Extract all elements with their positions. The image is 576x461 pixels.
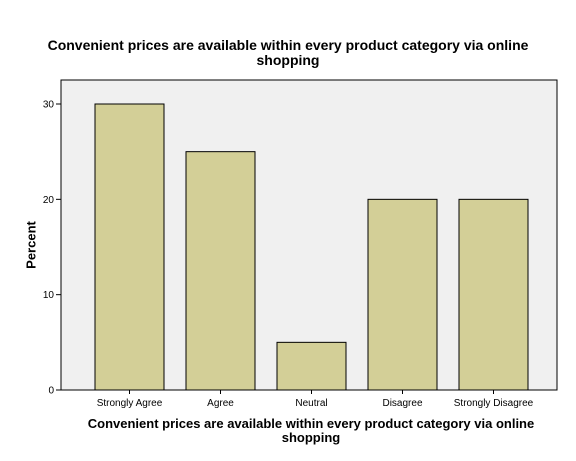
y-tick-label: 0: [48, 386, 54, 397]
bar: [367, 198, 438, 391]
chart-title-line-2: shopping: [256, 52, 320, 68]
x-tick-label: Disagree: [382, 398, 422, 409]
bar: [94, 103, 165, 391]
x-tick-label: Strongly Disagree: [454, 398, 534, 409]
x-tick-label: Strongly Agree: [97, 398, 163, 409]
x-tick-label: Neutral: [295, 398, 327, 409]
x-axis-label: Convenient prices are available within e…: [60, 417, 562, 445]
bar: [276, 341, 347, 391]
y-tick-label: 20: [43, 195, 55, 206]
chart-title: Convenient prices are available within e…: [20, 38, 556, 68]
y-tick-label: 30: [43, 100, 55, 111]
x-axis-label-line-2: shopping: [281, 430, 341, 445]
bar: [458, 198, 529, 391]
y-tick-label: 10: [43, 290, 55, 301]
x-axis-label-line-1: Convenient prices are available within e…: [87, 416, 535, 431]
x-tick-label: Agree: [207, 398, 234, 409]
bar: [185, 151, 256, 391]
chart-title-line-1: Convenient prices are available within e…: [47, 37, 529, 53]
